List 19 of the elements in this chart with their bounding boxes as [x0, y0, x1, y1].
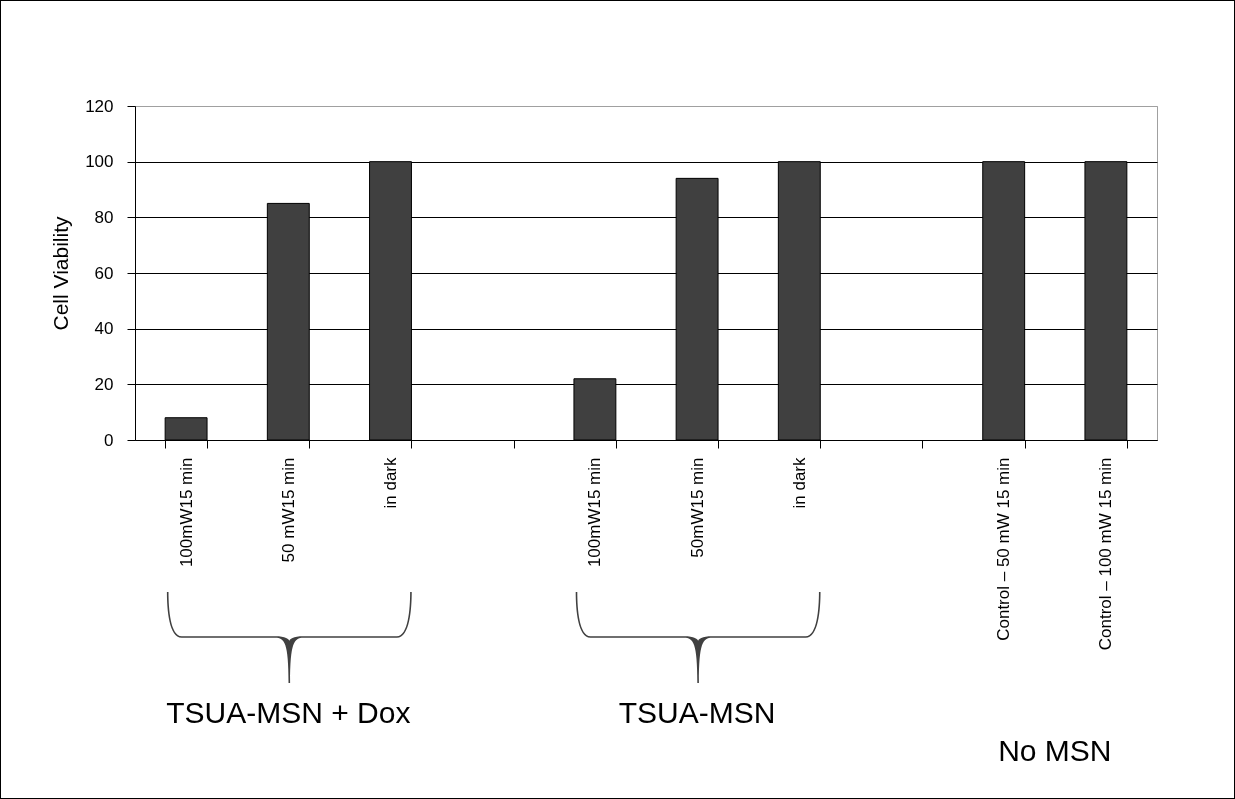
x-tick-label: 50 mW15 min [278, 457, 298, 563]
x-tick-label: 50mW15 min [687, 457, 707, 558]
x-tick-label: in dark [381, 457, 400, 509]
x-tick-label: 100mW15 min [585, 457, 605, 568]
y-axis-title: Cell Viability [49, 216, 73, 331]
x-tick-label: in dark [789, 457, 809, 509]
x-tick-label: Control – 50 mW 15 min [994, 457, 1014, 641]
y-tick-label: 100 [85, 152, 114, 172]
x-tick-label: 100mW15 min [176, 457, 196, 568]
text: No MSN [998, 734, 1112, 767]
y-tick-label: 20 [94, 374, 114, 394]
text: TSUA-MSN [618, 696, 776, 729]
y-tick-label: 60 [94, 263, 114, 283]
text: TSUA-MSN + Dox [166, 696, 411, 729]
y-tick-label: 0 [104, 430, 114, 450]
y-tick-label: 80 [94, 207, 114, 227]
y-tick-label: 120 [85, 96, 114, 116]
y-tick-label: 40 [94, 319, 114, 339]
x-tick-label: Control – 100 mW 15 min [1096, 457, 1116, 651]
